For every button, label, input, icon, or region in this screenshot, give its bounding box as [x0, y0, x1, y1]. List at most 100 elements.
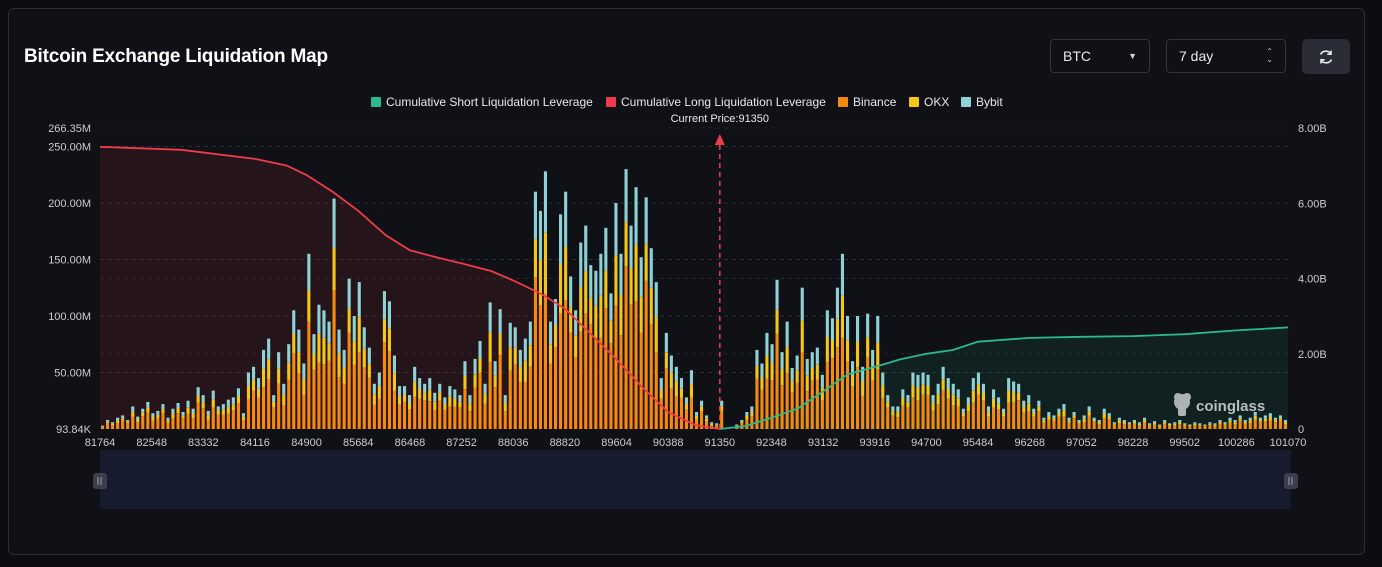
bar-okx	[689, 384, 693, 398]
bar-bybit	[911, 372, 915, 386]
bar-bybit	[639, 257, 643, 296]
bar-okx	[1193, 423, 1197, 426]
legend-item-bybit[interactable]: Bybit	[961, 95, 1003, 109]
bar-bybit	[795, 355, 799, 371]
bar-bybit	[916, 374, 920, 388]
bar-binance	[231, 410, 235, 429]
bar-bybit	[503, 395, 507, 404]
zoom-slider[interactable]	[93, 450, 1298, 509]
bar-binance	[312, 369, 316, 429]
bar-okx	[715, 424, 719, 426]
bar-okx	[1228, 420, 1232, 423]
bar-bybit	[735, 424, 739, 426]
range-select[interactable]: 7 day ⌃ ⌄	[1166, 39, 1286, 73]
bar-bybit	[780, 352, 784, 370]
bar-binance	[815, 379, 819, 429]
bar-okx	[1022, 407, 1026, 413]
bar-binance	[1208, 425, 1212, 429]
bar-binance	[166, 422, 170, 429]
bar-binance	[926, 395, 930, 429]
bar-binance	[292, 353, 296, 429]
bar-binance	[1173, 425, 1177, 429]
y-left-tick-label: 150.00M	[48, 254, 91, 266]
bar-binance	[820, 400, 824, 429]
bar-binance	[956, 406, 960, 429]
bar-okx	[574, 335, 578, 358]
bar-okx	[372, 394, 376, 405]
bar-binance	[488, 362, 492, 429]
bar-binance	[891, 415, 895, 429]
refresh-button[interactable]	[1302, 39, 1350, 74]
bar-binance	[1067, 422, 1071, 429]
coin-select[interactable]: BTC ▼	[1050, 39, 1150, 73]
bar-binance	[951, 405, 955, 429]
bar-okx	[1213, 424, 1217, 426]
y-right-tick-label: 6.00B	[1298, 198, 1327, 210]
bar-okx	[181, 415, 185, 419]
x-tick-label: 90388	[653, 437, 684, 449]
bar-binance	[992, 407, 996, 429]
bar-okx	[579, 287, 583, 332]
bar-bybit	[926, 374, 930, 386]
legend: Cumulative Short Liquidation Leverage Cu…	[371, 95, 1003, 109]
bar-okx	[941, 379, 945, 390]
bar-binance	[382, 342, 386, 429]
bar-okx	[201, 402, 205, 409]
bar-okx	[1273, 420, 1277, 423]
legend-item-binance[interactable]: Binance	[838, 95, 897, 109]
bar-okx	[1062, 410, 1066, 416]
bar-okx	[1198, 424, 1202, 426]
bar-bybit	[116, 417, 120, 421]
bar-okx	[770, 363, 774, 381]
bar-okx	[1238, 418, 1242, 421]
bar-binance	[1112, 424, 1116, 429]
bar-bybit	[619, 253, 623, 295]
bar-binance	[981, 400, 985, 429]
bar-bybit	[1268, 413, 1272, 417]
bar-okx	[1107, 416, 1111, 420]
bar-binance	[423, 400, 427, 429]
bar-bybit	[508, 322, 512, 348]
bar-bybit	[604, 227, 608, 271]
bar-okx	[161, 409, 165, 414]
bar-okx	[106, 421, 110, 424]
bar-okx	[735, 425, 739, 427]
bar-bybit	[1218, 420, 1222, 422]
bar-bybit	[121, 415, 125, 419]
bar-bybit	[1178, 420, 1182, 423]
bar-binance	[639, 332, 643, 429]
bar-binance	[684, 409, 688, 429]
bar-okx	[599, 295, 603, 338]
y-right-tick-label: 2.00B	[1298, 349, 1327, 361]
bar-binance	[362, 367, 366, 429]
bar-bybit	[292, 310, 296, 335]
bar-binance	[1268, 420, 1272, 429]
bar-bybit	[1158, 424, 1162, 426]
bar-binance	[664, 367, 668, 429]
zoom-handle-left[interactable]	[93, 473, 107, 489]
bar-binance	[881, 397, 885, 429]
bar-okx	[669, 372, 673, 389]
bar-bybit	[317, 304, 321, 334]
bar-binance	[770, 380, 774, 429]
bar-okx	[231, 404, 235, 411]
bar-binance	[1037, 411, 1041, 429]
bar-okx	[946, 389, 950, 399]
bar-okx	[387, 328, 391, 352]
bar-okx	[433, 401, 437, 410]
bar-bybit	[740, 420, 744, 422]
bar-bybit	[307, 253, 311, 291]
bar-bybit	[835, 287, 839, 319]
bar-okx	[1067, 420, 1071, 423]
bar-okx	[644, 243, 648, 281]
bar-bybit	[634, 187, 638, 245]
legend-item-okx[interactable]: OKX	[909, 95, 949, 109]
bar-binance	[1012, 402, 1016, 429]
legend-item-short[interactable]: Cumulative Short Liquidation Leverage	[371, 95, 593, 109]
legend-item-long[interactable]: Cumulative Long Liquidation Leverage	[606, 95, 826, 109]
bar-bybit	[106, 420, 110, 422]
bar-bybit	[528, 321, 532, 346]
zoom-handle-right[interactable]	[1284, 473, 1298, 489]
bar-binance	[277, 383, 281, 429]
bar-bybit	[543, 171, 547, 233]
